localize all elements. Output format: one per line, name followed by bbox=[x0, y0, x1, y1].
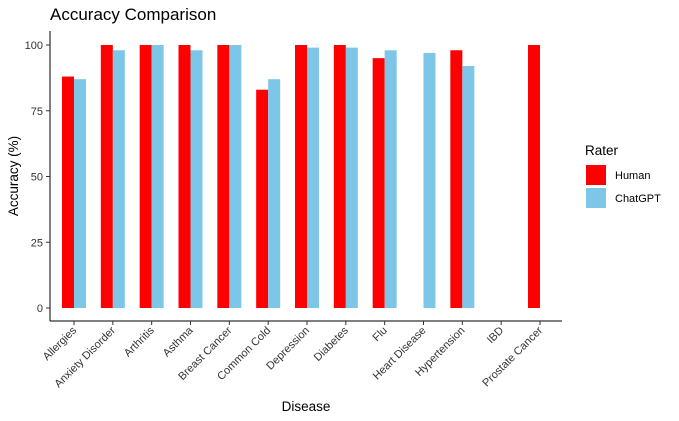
legend-swatch-human bbox=[586, 165, 606, 185]
bar-chatgpt-depression bbox=[307, 47, 319, 308]
chart-title: Accuracy Comparison bbox=[50, 5, 216, 24]
legend: Rater Human ChatGPT bbox=[585, 143, 661, 208]
y-axis-title: Accuracy (%) bbox=[6, 136, 21, 216]
x-tick-label: Allergies bbox=[41, 324, 80, 363]
bar-chatgpt-common-cold bbox=[268, 79, 281, 308]
x-tick-label: Flu bbox=[370, 325, 389, 344]
y-tick-label: 100 bbox=[25, 40, 43, 52]
bar-human-common-cold bbox=[256, 89, 269, 309]
y-axis: 0 25 50 75 100 bbox=[25, 31, 51, 321]
legend-label-human: Human bbox=[615, 170, 650, 182]
x-axis-title: Disease bbox=[282, 399, 331, 414]
x-tick-label: Diabetes bbox=[312, 324, 352, 364]
bar-chatgpt-hypertension bbox=[462, 66, 475, 308]
bar-chatgpt-asthma bbox=[190, 50, 203, 308]
y-tick-label: 0 bbox=[37, 303, 43, 315]
bar-human-diabetes bbox=[333, 45, 346, 308]
x-tick-label: Arthritis bbox=[122, 324, 157, 359]
bar-human-allergies bbox=[62, 76, 74, 308]
bar-chatgpt-heart-disease bbox=[423, 52, 436, 308]
bar-human-flu bbox=[372, 58, 385, 309]
bar-human-hypertension bbox=[450, 50, 463, 308]
y-tick-label: 25 bbox=[31, 237, 43, 249]
bar-chatgpt-flu bbox=[384, 50, 397, 308]
bar-chatgpt-diabetes bbox=[345, 47, 358, 308]
bar-human-breast-cancer bbox=[217, 45, 230, 308]
bar-chatgpt-allergies bbox=[74, 79, 86, 308]
bar-human-depression bbox=[295, 45, 307, 308]
bar-chatgpt-anxiety-disorder bbox=[112, 50, 125, 308]
legend-label-chatgpt: ChatGPT bbox=[615, 193, 661, 205]
x-tick-label: Asthma bbox=[161, 324, 196, 359]
y-tick-label: 50 bbox=[31, 172, 43, 184]
bar-human-anxiety-disorder bbox=[100, 45, 113, 308]
bar-human-arthritis bbox=[139, 45, 152, 308]
legend-title: Rater bbox=[585, 143, 619, 158]
x-tick-label: IBD bbox=[485, 325, 506, 346]
bar-human-asthma bbox=[178, 45, 191, 308]
bar-human-prostate-cancer bbox=[528, 45, 540, 308]
bars-group bbox=[62, 45, 540, 309]
bar-chatgpt-arthritis bbox=[151, 45, 164, 308]
y-tick-label: 75 bbox=[31, 106, 43, 118]
legend-swatch-chatgpt bbox=[586, 188, 606, 208]
bar-chatgpt-breast-cancer bbox=[229, 45, 242, 308]
